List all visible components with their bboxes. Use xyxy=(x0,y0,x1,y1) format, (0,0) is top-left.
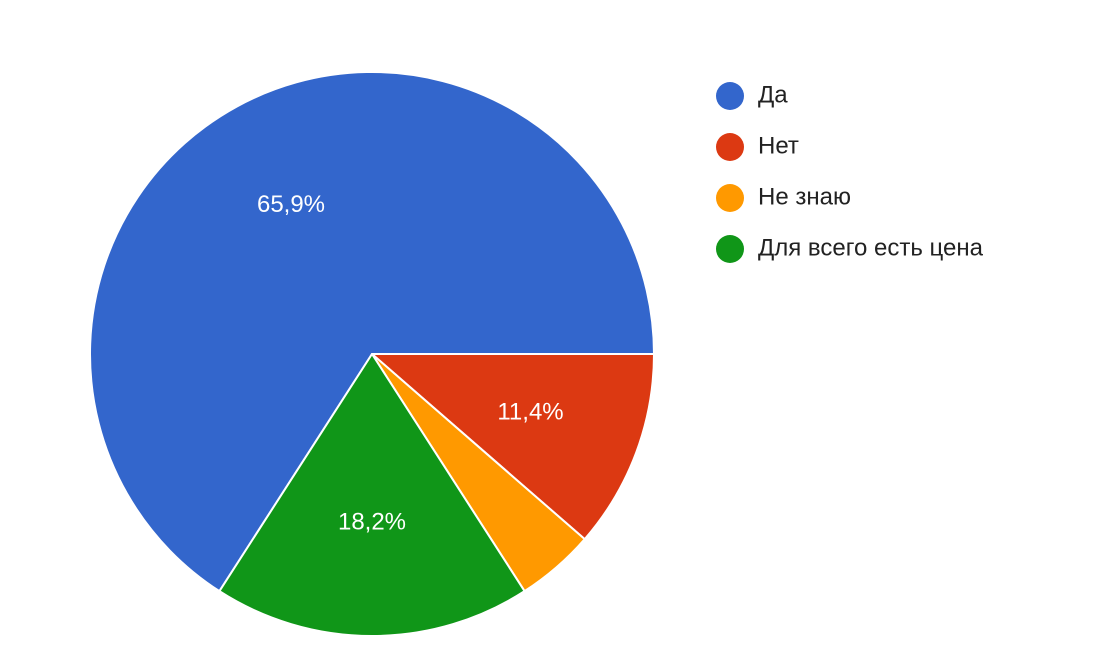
pie-slice-label: 18,2% xyxy=(338,509,406,536)
pie-slice-да[interactable] xyxy=(89,71,655,593)
legend: Да Нет Не знаю Для всего есть цена xyxy=(716,81,984,263)
legend-item-для-всего-есть-цена[interactable]: Для всего есть цена xyxy=(716,234,984,263)
pie-slice-для-всего-есть-цена[interactable] xyxy=(218,353,526,638)
pie-slices xyxy=(89,71,655,638)
legend-item-не-знаю[interactable]: Не знаю xyxy=(716,183,851,212)
legend-swatch xyxy=(716,82,744,110)
pie-slice-label: 65,9% xyxy=(257,191,325,218)
pie-slice-labels: 65,9% 11,4% 18,2% xyxy=(257,191,564,536)
pie-slice-нет[interactable] xyxy=(371,353,655,541)
legend-swatch xyxy=(716,133,744,161)
pie-slice-label: 11,4% xyxy=(497,399,563,426)
legend-swatch xyxy=(716,184,744,212)
legend-swatch xyxy=(716,235,744,263)
legend-label: Для всего есть цена xyxy=(758,234,984,261)
legend-label: Не знаю xyxy=(758,183,851,210)
legend-label: Да xyxy=(758,81,788,108)
legend-item-нет[interactable]: Нет xyxy=(716,132,799,161)
legend-label: Нет xyxy=(758,132,799,159)
legend-item-да[interactable]: Да xyxy=(716,81,788,110)
